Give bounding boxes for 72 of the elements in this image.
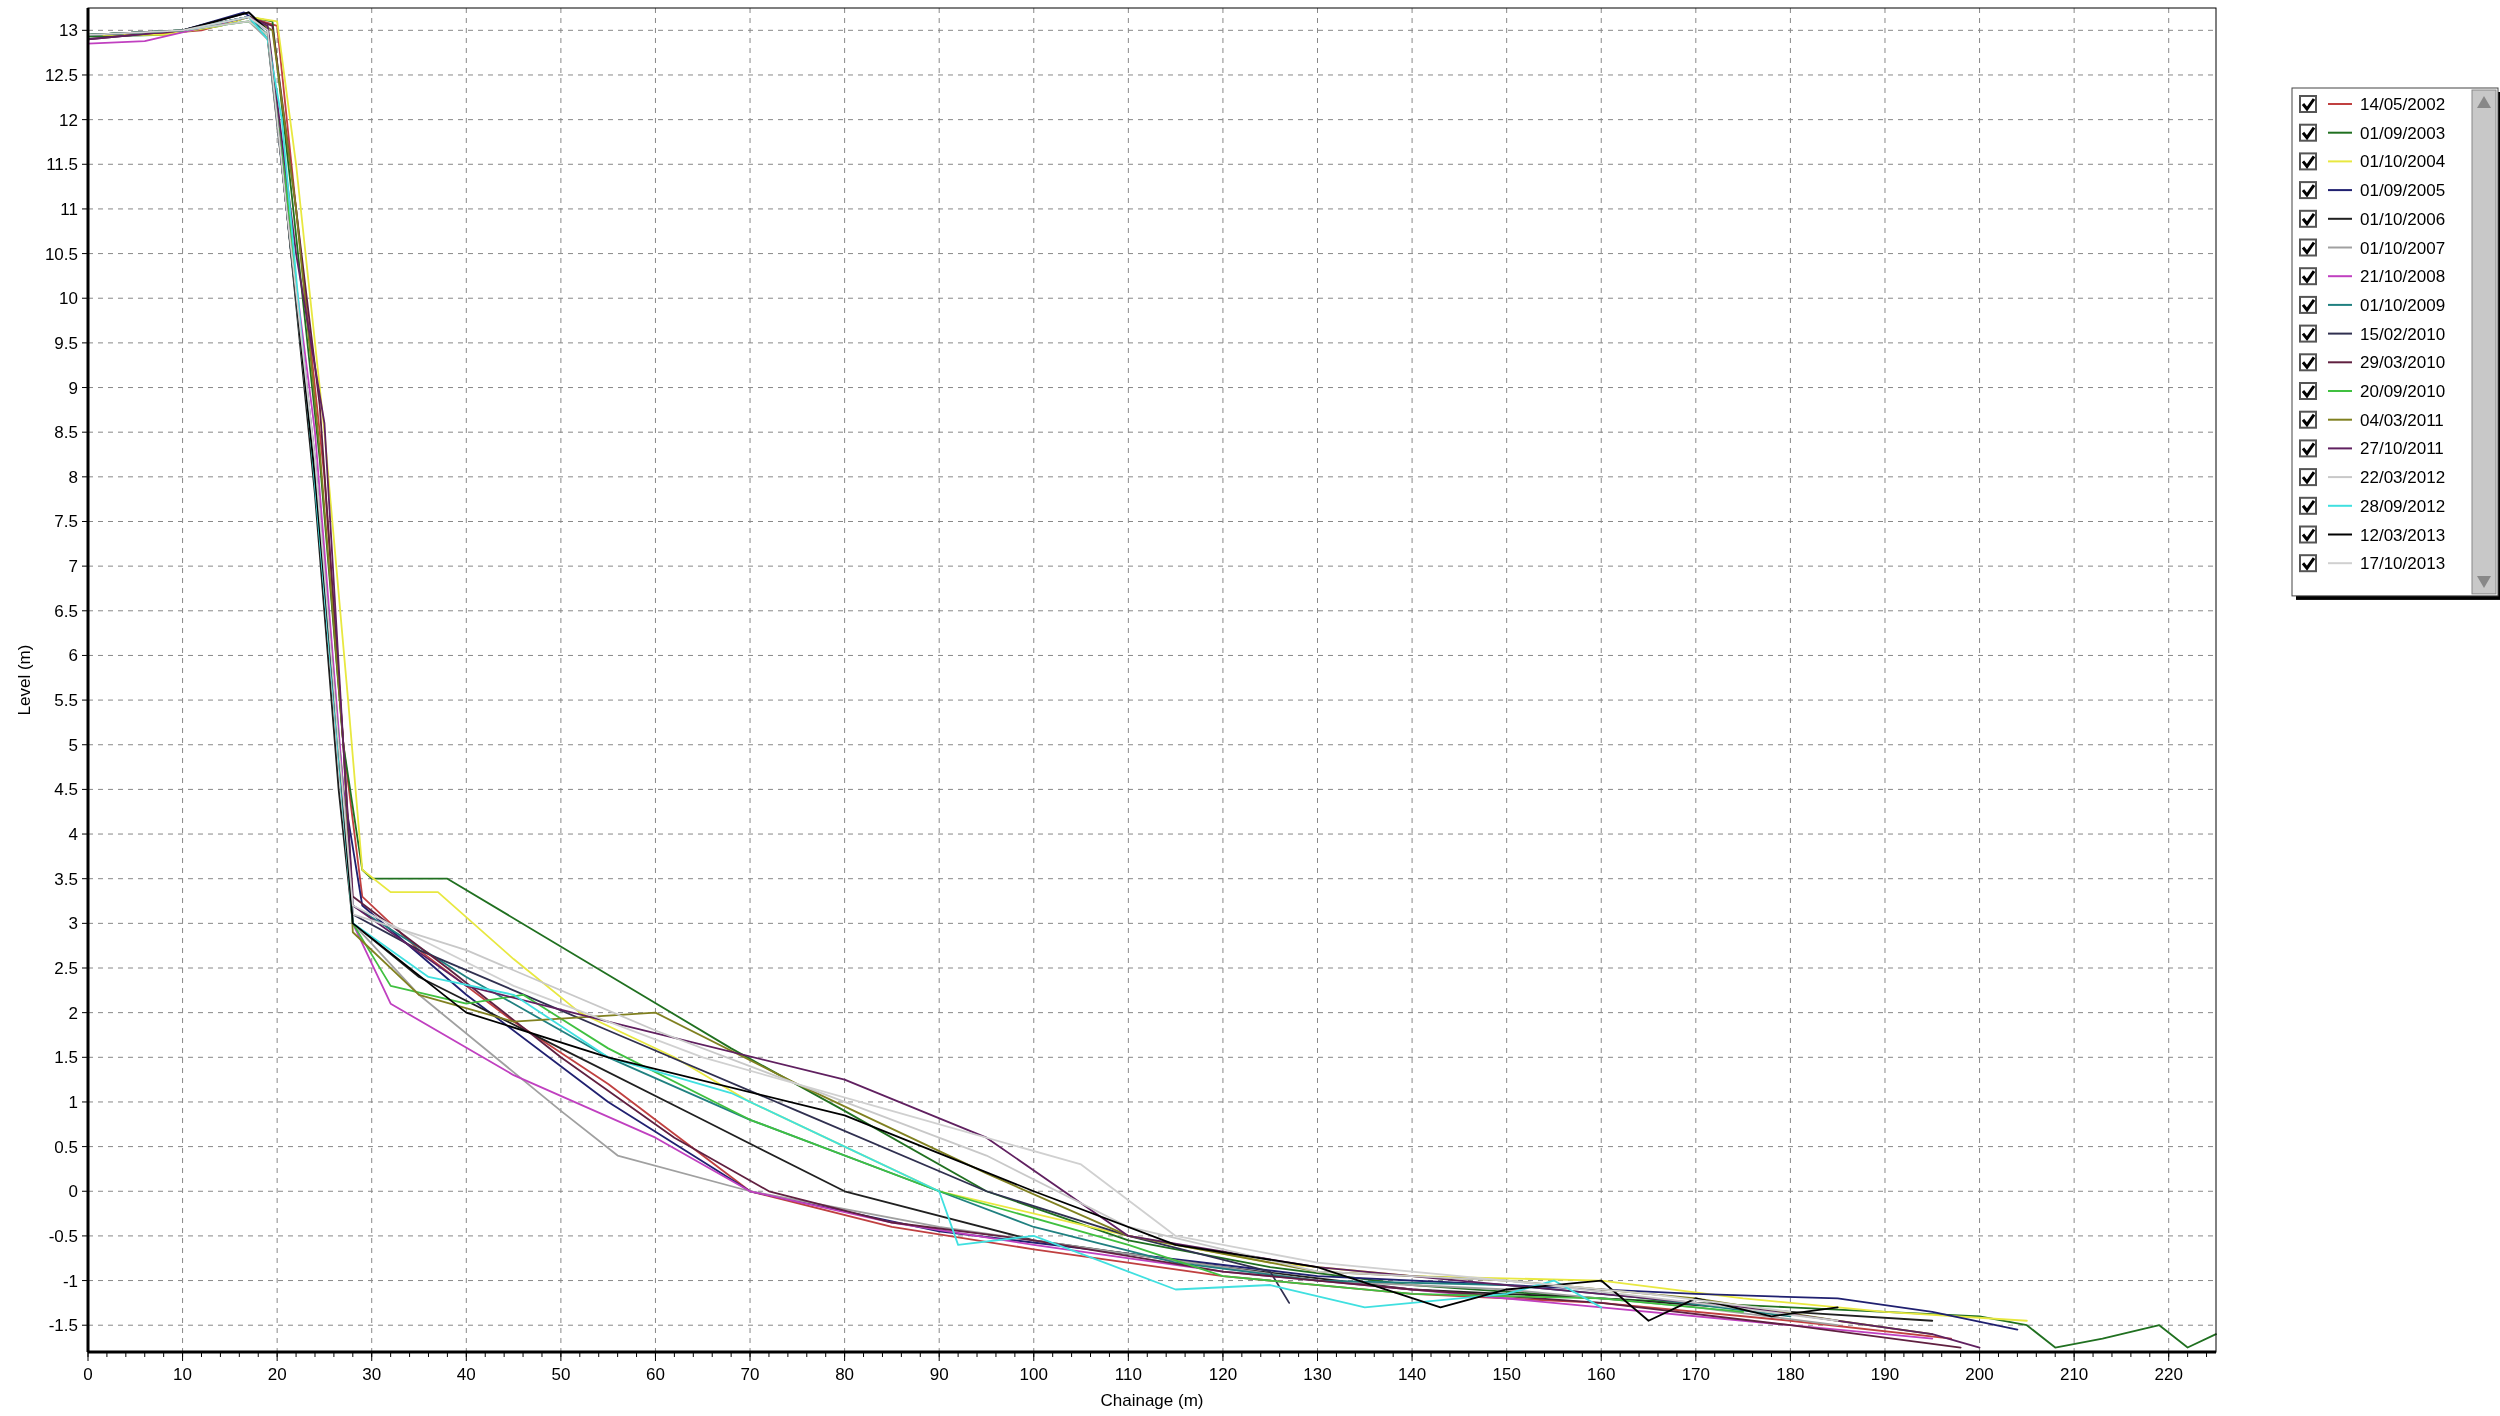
y-tick-label: 2 [68, 1003, 78, 1023]
x-tick-label: 0 [83, 1365, 93, 1384]
x-tick-label: 170 [1681, 1365, 1711, 1384]
y-tick-label: 9.5 [54, 333, 78, 353]
x-tick-label: 120 [1208, 1365, 1238, 1384]
y-tick-label: 4.5 [54, 780, 78, 800]
y-tick-label: 6 [68, 646, 78, 666]
y-tick-label: -0.5 [48, 1226, 78, 1246]
x-tick-label: 220 [2154, 1365, 2183, 1384]
y-tick-label: 1.5 [54, 1048, 78, 1068]
legend-label: 17/10/2013 [2360, 554, 2446, 574]
y-tick-label: 9 [68, 378, 78, 398]
x-tick-label: 210 [2059, 1365, 2089, 1384]
y-tick-label: 11.5 [46, 155, 78, 175]
legend-label: 28/09/2012 [2360, 496, 2446, 516]
legend-label: 29/03/2010 [2360, 353, 2446, 373]
y-tick-label: 6.5 [54, 601, 78, 621]
x-tick-label: 150 [1492, 1365, 1521, 1384]
y-tick-label: 0 [68, 1182, 78, 1202]
y-tick-label: 1 [68, 1092, 78, 1112]
y-tick-label: 12.5 [44, 65, 78, 85]
x-tick-label: 90 [929, 1365, 949, 1384]
y-tick-label: 10 [59, 289, 78, 309]
legend-label: 20/09/2010 [2360, 382, 2446, 401]
y-tick-label: 5 [68, 735, 78, 755]
y-tick-label: -1 [62, 1271, 78, 1291]
x-tick-label: 130 [1303, 1365, 1332, 1384]
x-tick-label: 50 [551, 1365, 571, 1384]
x-tick-label: 160 [1587, 1365, 1616, 1384]
y-tick-label: 0.5 [54, 1137, 78, 1157]
x-tick-label: 80 [835, 1365, 855, 1384]
legend-label: 01/10/2009 [2360, 295, 2446, 315]
legend-label: 01/10/2004 [2360, 152, 2446, 172]
y-tick-label: 12 [59, 110, 78, 130]
x-tick-label: 60 [646, 1365, 665, 1384]
legend-label: 01/09/2003 [2360, 123, 2446, 143]
y-tick-label: 2.5 [54, 959, 78, 978]
legend-label: 04/03/2011 [2360, 410, 2444, 430]
y-tick-label: 3.5 [54, 869, 78, 889]
x-axis-title: Chainage (m) [1100, 1391, 1204, 1410]
y-axis-title: Level (m) [15, 644, 34, 716]
x-tick-label: 190 [1870, 1365, 1900, 1384]
legend-label: 01/10/2006 [2360, 209, 2446, 229]
legend-label: 15/02/2010 [2360, 324, 2446, 344]
legend-label: 27/10/2011 [2360, 439, 2444, 459]
x-tick-label: 110 [1114, 1365, 1142, 1384]
y-tick-label: 7.5 [54, 512, 78, 532]
y-tick-label: 10.5 [44, 244, 78, 264]
x-tick-label: 200 [1965, 1365, 1994, 1384]
legend-label: 22/03/2012 [2360, 468, 2446, 488]
legend-label: 01/10/2007 [2360, 238, 2446, 258]
legend-label: 01/09/2005 [2360, 181, 2446, 201]
y-tick-label: 4 [68, 825, 78, 845]
x-tick-label: 70 [740, 1365, 760, 1384]
y-tick-label: -1.5 [48, 1316, 78, 1336]
y-tick-label: 13 [59, 21, 78, 41]
y-tick-label: 3 [68, 914, 78, 934]
x-tick-label: 140 [1397, 1365, 1427, 1384]
y-tick-label: 5.5 [54, 691, 78, 711]
legend-label: 21/10/2008 [2360, 267, 2446, 287]
y-tick-label: 8.5 [54, 423, 78, 443]
y-tick-label: 7 [68, 557, 78, 577]
y-tick-label: 11 [60, 199, 78, 219]
x-tick-label: 20 [267, 1365, 287, 1384]
x-tick-label: 100 [1019, 1365, 1048, 1384]
x-tick-label: 30 [362, 1365, 382, 1384]
legend-label: 14/05/2002 [2360, 95, 2446, 114]
x-tick-label: 180 [1776, 1365, 1805, 1384]
legend-label: 12/03/2013 [2360, 525, 2446, 545]
x-tick-label: 10 [173, 1365, 193, 1384]
y-tick-label: 8 [68, 467, 78, 487]
x-tick-label: 40 [456, 1365, 476, 1384]
